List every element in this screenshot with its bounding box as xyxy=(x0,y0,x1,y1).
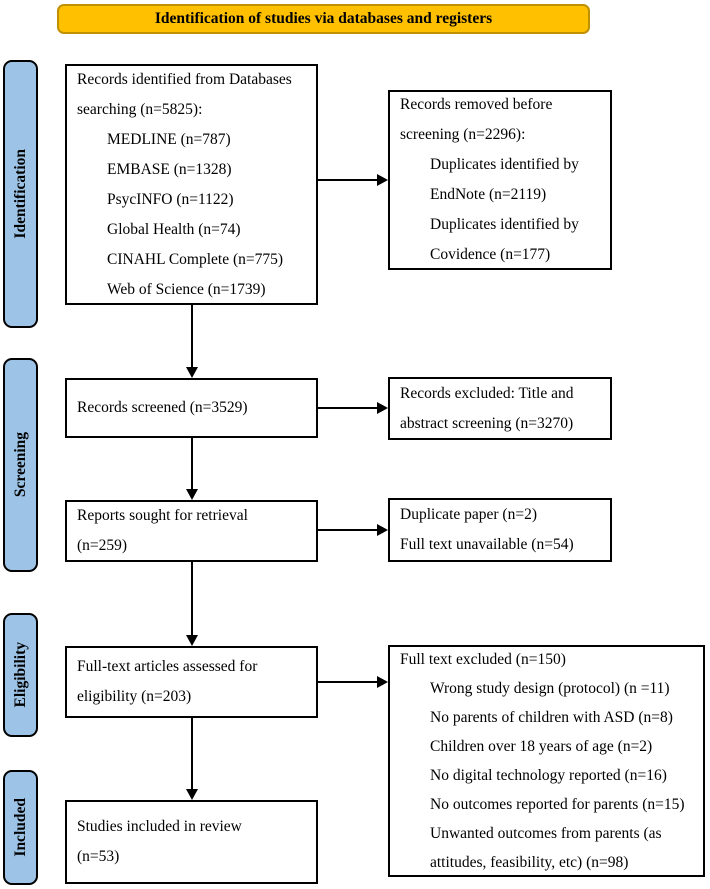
box-studies-included: Studies included in review (n=53) xyxy=(65,800,318,884)
box-line: EMBASE (n=1328) xyxy=(107,160,232,178)
box-fulltext-assessed: Full-text articles assessed for eligibil… xyxy=(65,646,318,718)
box-records-identified: Records identified from Databases search… xyxy=(65,64,318,305)
box-line: Web of Science (n=1739) xyxy=(107,280,266,298)
arrow-head-icon xyxy=(377,174,388,186)
box-line: Duplicates identified by xyxy=(430,156,579,173)
box-line: Global Health (n=74) xyxy=(107,220,241,238)
box-line: Full text unavailable (n=54) xyxy=(400,536,574,553)
stage-label-text: Identification xyxy=(11,149,29,239)
box-line: Duplicate paper (n=2) xyxy=(400,506,537,523)
stage-label-text: Eligibility xyxy=(11,642,29,708)
box-line: Children over 18 years of age (n=2) xyxy=(430,738,653,755)
arrow-line xyxy=(318,179,378,181)
stage-label-identification: Identification xyxy=(3,60,38,328)
arrow-head-icon xyxy=(377,402,388,414)
arrow-head-icon xyxy=(186,635,198,646)
stage-label-screening: Screening xyxy=(3,358,38,572)
arrow-line xyxy=(191,305,193,368)
box-line: (n=53) xyxy=(77,848,120,865)
box-line: No parents of children with ASD (n=8) xyxy=(430,709,673,726)
box-line: No digital technology reported (n=16) xyxy=(430,767,667,784)
box-line: No outcomes reported for parents (n=15) xyxy=(430,796,685,813)
diagram-title: Identification of studies via databases … xyxy=(154,10,493,27)
box-reports-not-retrieved: Duplicate paper (n=2) Full text unavaila… xyxy=(388,498,612,562)
box-line: Covidence (n=177) xyxy=(430,246,551,263)
arrow-head-icon xyxy=(377,524,388,536)
box-line: Records screened (n=3529) xyxy=(77,399,248,416)
stage-label-included: Included xyxy=(3,770,38,885)
arrow-line xyxy=(191,562,193,636)
box-line: Unwanted outcomes from parents (as xyxy=(430,825,662,842)
box-records-excluded: Records excluded: Title and abstract scr… xyxy=(388,377,612,440)
box-line: abstract screening (n=3270) xyxy=(400,414,574,432)
stage-label-text: Screening xyxy=(11,432,29,498)
box-line: attitudes, feasibility, etc) (n=98) xyxy=(430,854,629,871)
stage-label-eligibility: Eligibility xyxy=(3,613,38,737)
box-line: (n=259) xyxy=(77,537,128,554)
arrow-head-icon xyxy=(186,489,198,500)
box-line: Duplicates identified by xyxy=(430,216,579,233)
box-line: PsycINFO (n=1122) xyxy=(107,190,234,208)
arrow-line xyxy=(191,438,193,490)
box-records-removed: Records removed before screening (n=2296… xyxy=(388,90,612,270)
box-reports-sought: Reports sought for retrieval (n=259) xyxy=(65,500,318,562)
box-line: screening (n=2296): xyxy=(400,126,526,143)
arrow-line xyxy=(318,529,378,531)
arrow-head-icon xyxy=(186,789,198,800)
box-line: Records identified from Databases xyxy=(77,70,292,88)
box-line: Records removed before xyxy=(400,96,553,113)
arrow-head-icon xyxy=(186,367,198,378)
arrow-line xyxy=(318,407,378,409)
box-line: searching (n=5825): xyxy=(77,100,203,118)
box-line: Wrong study design (protocol) (n =11) xyxy=(430,680,670,697)
box-line: Reports sought for retrieval xyxy=(77,507,248,524)
box-line: eligibility (n=203) xyxy=(77,688,192,705)
box-line: EndNote (n=2119) xyxy=(430,186,547,203)
box-line: Records excluded: Title and xyxy=(400,384,574,402)
box-line: MEDLINE (n=787) xyxy=(107,130,231,148)
arrow-line xyxy=(318,681,378,683)
box-line: CINAHL Complete (n=775) xyxy=(107,250,284,268)
arrow-line xyxy=(191,718,193,790)
box-line: Studies included in review xyxy=(77,818,242,835)
box-line: Full-text articles assessed for xyxy=(77,658,258,675)
stage-label-text: Included xyxy=(11,798,29,857)
box-line: Full text excluded (n=150) xyxy=(400,651,566,668)
box-records-screened: Records screened (n=3529) xyxy=(65,378,318,438)
arrow-head-icon xyxy=(377,676,388,688)
box-fulltext-excluded: Full text excluded (n=150) Wrong study d… xyxy=(388,645,705,877)
diagram-title-banner: Identification of studies via databases … xyxy=(57,4,590,34)
